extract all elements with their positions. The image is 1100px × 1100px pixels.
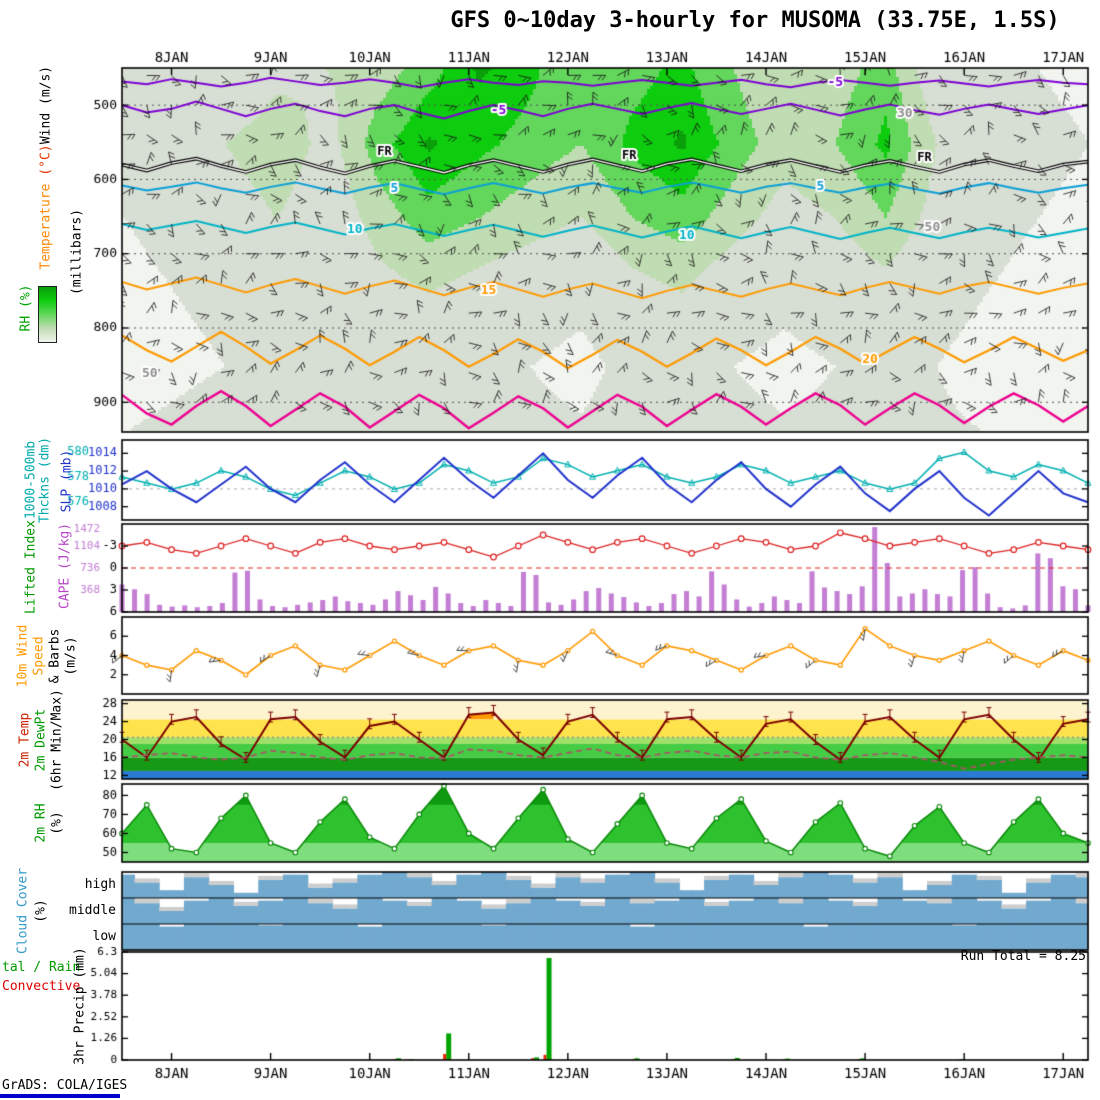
dewpoint-label: 2m DewPt	[33, 708, 49, 772]
cape-axis-label: CAPE (J/kg)	[57, 522, 73, 610]
grads-credit: GrADS: COLA/IGES	[2, 1078, 128, 1093]
rh-colorbar	[38, 286, 57, 343]
barbs-label: & Barbs	[47, 628, 63, 684]
wind-units-label: Wind (m/s)	[38, 65, 54, 145]
rh2m-label: 2m RH	[33, 803, 49, 843]
thickness-label-line1: 1000-500mb	[23, 440, 39, 520]
wind10-label-line2: Speed	[31, 636, 47, 676]
total-rain-label: tal / Rain	[2, 960, 81, 975]
cloud-row-high-label: high	[84, 877, 116, 892]
precip-axis-label: 3hr Precip (mm)	[72, 947, 88, 1065]
lifted-index-label: Lifted Index	[23, 520, 39, 614]
minmax-label: (6hr Min/Max)	[49, 689, 65, 791]
cloud-units-label: (%)	[33, 899, 49, 923]
wind10-units-label: (m/s)	[63, 636, 79, 676]
run-total-text: Run Total = 8.25	[960, 949, 1086, 964]
thickness-label-line2: Thckns (dm)	[37, 436, 53, 524]
rh-shading-label: RH (%)	[18, 284, 34, 332]
convective-label: Convective	[2, 979, 81, 994]
cloud-row-middle-label: middle	[69, 903, 116, 918]
chart-title: GFS 0~10day 3-hourly for MUSOMA (33.75E,…	[450, 8, 1060, 33]
slp-axis-label: SLP (mb)	[59, 449, 75, 513]
temperature-axis-label: Temperature (°C)	[38, 144, 54, 270]
wind10-label-line1: 10m Wind	[15, 624, 31, 688]
rh2m-units-label: (%)	[49, 811, 65, 835]
cloud-cover-label: Cloud Cover	[15, 867, 31, 955]
grads-brand-line	[0, 1094, 120, 1098]
temp2m-label: 2m Temp	[17, 712, 33, 768]
millibars-axis-label: (millibars)	[69, 208, 85, 296]
cloud-row-low-label: low	[92, 929, 116, 944]
